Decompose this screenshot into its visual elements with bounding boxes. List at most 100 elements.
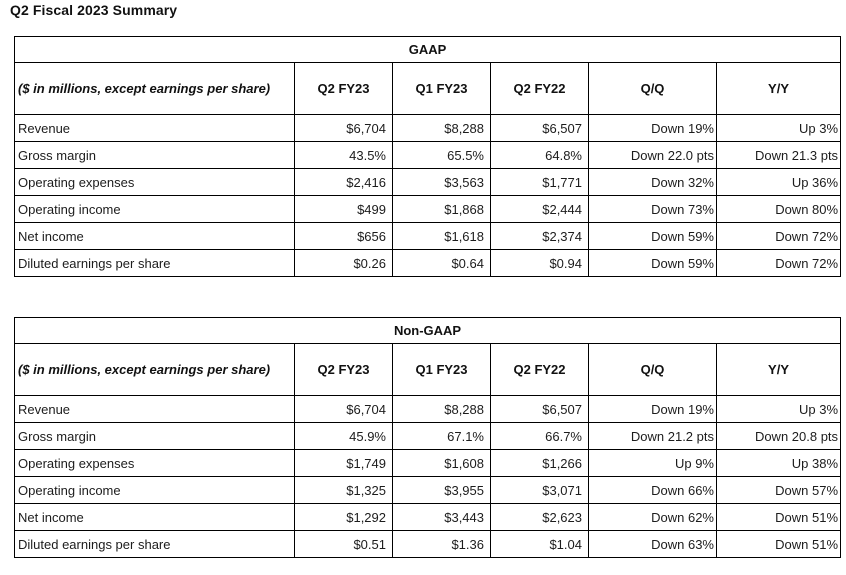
cell-value: Down 51% <box>715 530 842 558</box>
cell-value: Down 21.2 pts <box>588 422 717 450</box>
cell-value: $1,266 <box>490 449 589 477</box>
non-gaap-group-row: Non-GAAP <box>13 317 842 344</box>
cell-value: Up 9% <box>588 449 717 477</box>
row-label: Revenue <box>14 395 295 423</box>
gaap-column-header-q2fy23: Q2 FY23 <box>294 62 393 115</box>
page-title: Q2 Fiscal 2023 Summary <box>10 2 178 18</box>
cell-value: Down 72% <box>715 249 842 277</box>
cell-value: $3,443 <box>392 503 491 531</box>
cell-value: Down 20.8 pts <box>715 422 842 450</box>
cell-value: $2,623 <box>490 503 589 531</box>
cell-value: $1,618 <box>392 222 491 250</box>
cell-value: Down 19% <box>588 395 717 423</box>
non-gaap-column-header-yy: Y/Y <box>715 343 842 396</box>
cell-value: Down 63% <box>588 530 717 558</box>
cell-value: $1,771 <box>490 168 589 196</box>
cell-value: $1,868 <box>392 195 491 223</box>
cell-value: $0.26 <box>294 249 393 277</box>
cell-value: $499 <box>294 195 393 223</box>
cell-value: 45.9% <box>294 422 393 450</box>
gaap-column-header-q2fy22: Q2 FY22 <box>490 62 589 115</box>
cell-value: $8,288 <box>392 114 491 142</box>
row-label: Gross margin <box>14 422 295 450</box>
cell-value: $3,955 <box>392 476 491 504</box>
cell-value: $6,704 <box>294 395 393 423</box>
non-gaap-group-header: Non-GAAP <box>13 317 842 344</box>
cell-value: 43.5% <box>294 141 393 169</box>
cell-value: $1,608 <box>392 449 491 477</box>
row-label: Operating expenses <box>14 168 295 196</box>
cell-value: $3,071 <box>490 476 589 504</box>
non-gaap-table: Non-GAAP ($ in millions, except earnings… <box>13 317 842 558</box>
row-label: Operating expenses <box>14 449 295 477</box>
cell-value: 64.8% <box>490 141 589 169</box>
table-row-revenue: Revenue $6,704 $8,288 $6,507 Down 19% Up… <box>14 395 842 423</box>
cell-value: Down 66% <box>588 476 717 504</box>
cell-value: $0.51 <box>294 530 393 558</box>
cell-value: $1,292 <box>294 503 393 531</box>
cell-value: $8,288 <box>392 395 491 423</box>
cell-value: 66.7% <box>490 422 589 450</box>
cell-value: Down 57% <box>715 476 842 504</box>
cell-value: Down 32% <box>588 168 717 196</box>
cell-value: Down 59% <box>588 222 717 250</box>
gaap-units-note: ($ in millions, except earnings per shar… <box>14 62 295 115</box>
cell-value: $1,749 <box>294 449 393 477</box>
cell-value: Down 72% <box>715 222 842 250</box>
cell-value: $6,507 <box>490 395 589 423</box>
table-row-operating-expenses: Operating expenses $2,416 $3,563 $1,771 … <box>14 168 842 196</box>
row-label: Operating income <box>14 195 295 223</box>
row-label: Gross margin <box>14 141 295 169</box>
table-row-net-income: Net income $1,292 $3,443 $2,623 Down 62%… <box>14 503 842 531</box>
non-gaap-units-note: ($ in millions, except earnings per shar… <box>14 343 295 396</box>
cell-value: Down 73% <box>588 195 717 223</box>
table-row-gross-margin: Gross margin 43.5% 65.5% 64.8% Down 22.0… <box>14 141 842 169</box>
cell-value: $6,704 <box>294 114 393 142</box>
table-row-operating-expenses: Operating expenses $1,749 $1,608 $1,266 … <box>14 449 842 477</box>
gaap-group-header: GAAP <box>13 36 842 63</box>
gaap-column-header-q1fy23: Q1 FY23 <box>392 62 491 115</box>
cell-value: $3,563 <box>392 168 491 196</box>
table-row-gross-margin: Gross margin 45.9% 67.1% 66.7% Down 21.2… <box>14 422 842 450</box>
cell-value: $0.64 <box>392 249 491 277</box>
row-label: Diluted earnings per share <box>14 249 295 277</box>
cell-value: 67.1% <box>392 422 491 450</box>
table-row-diluted-eps: Diluted earnings per share $0.26 $0.64 $… <box>14 249 842 277</box>
non-gaap-column-header-q2fy22: Q2 FY22 <box>490 343 589 396</box>
non-gaap-column-header-q1fy23: Q1 FY23 <box>392 343 491 396</box>
table-row-net-income: Net income $656 $1,618 $2,374 Down 59% D… <box>14 222 842 250</box>
cell-value: $1.04 <box>490 530 589 558</box>
cell-value: Down 62% <box>588 503 717 531</box>
row-label: Net income <box>14 503 295 531</box>
cell-value: Up 3% <box>715 395 842 423</box>
non-gaap-column-header-qq: Q/Q <box>588 343 717 396</box>
non-gaap-column-header-row: ($ in millions, except earnings per shar… <box>14 343 842 396</box>
cell-value: Down 80% <box>715 195 842 223</box>
table-row-diluted-eps: Diluted earnings per share $0.51 $1.36 $… <box>14 530 842 558</box>
cell-value: $1.36 <box>392 530 491 558</box>
cell-value: $2,374 <box>490 222 589 250</box>
table-row-operating-income: Operating income $1,325 $3,955 $3,071 Do… <box>14 476 842 504</box>
row-label: Revenue <box>14 114 295 142</box>
non-gaap-column-header-q2fy23: Q2 FY23 <box>294 343 393 396</box>
gaap-table: GAAP ($ in millions, except earnings per… <box>13 36 842 277</box>
cell-value: Up 38% <box>715 449 842 477</box>
gaap-column-header-qq: Q/Q <box>588 62 717 115</box>
row-label: Diluted earnings per share <box>14 530 295 558</box>
cell-value: Down 59% <box>588 249 717 277</box>
gaap-column-header-row: ($ in millions, except earnings per shar… <box>14 62 842 115</box>
cell-value: $6,507 <box>490 114 589 142</box>
table-row-operating-income: Operating income $499 $1,868 $2,444 Down… <box>14 195 842 223</box>
cell-value: $2,416 <box>294 168 393 196</box>
cell-value: Up 3% <box>715 114 842 142</box>
cell-value: Down 51% <box>715 503 842 531</box>
cell-value: $0.94 <box>490 249 589 277</box>
row-label: Operating income <box>14 476 295 504</box>
cell-value: Down 19% <box>588 114 717 142</box>
cell-value: $1,325 <box>294 476 393 504</box>
cell-value: Down 22.0 pts <box>588 141 717 169</box>
cell-value: 65.5% <box>392 141 491 169</box>
cell-value: Down 21.3 pts <box>715 141 842 169</box>
cell-value: $2,444 <box>490 195 589 223</box>
